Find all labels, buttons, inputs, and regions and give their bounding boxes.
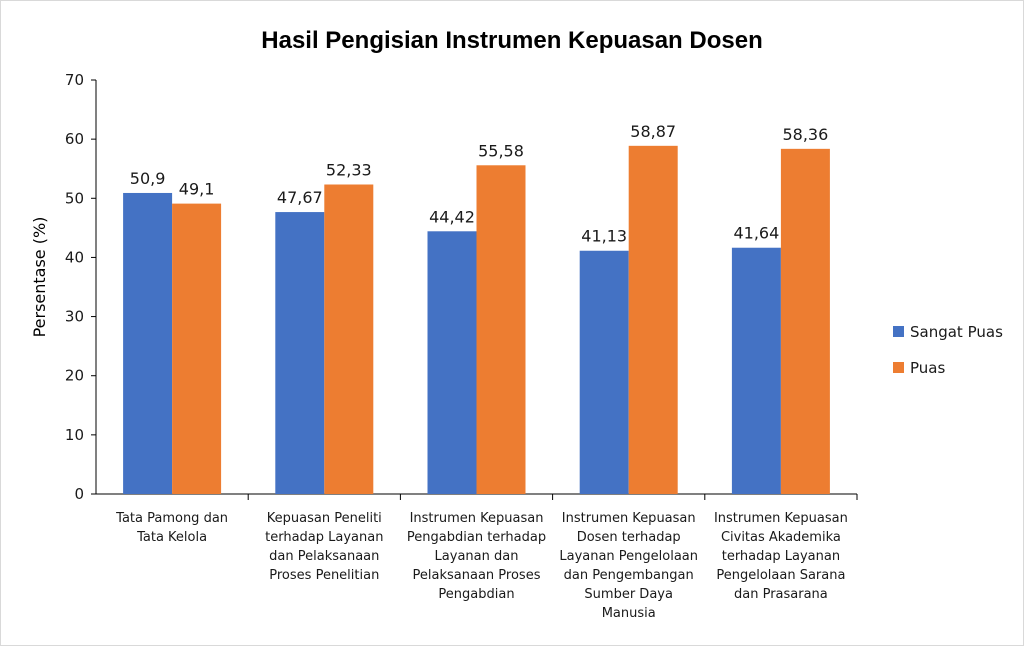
x-category-label-line: Pengabdian [438, 587, 514, 602]
bar-puas [476, 165, 526, 494]
x-category-label-line: Proses Penelitian [269, 568, 379, 583]
data-label: 41,64 [733, 224, 779, 243]
x-category-label-line: Pelaksanaan Proses [413, 568, 541, 583]
legend-swatch [893, 326, 904, 337]
x-category-label-line: Instrumen Kepuasan [562, 511, 696, 526]
x-category-label: Instrumen Kepuasan Pengabdian terhadap Lay… [407, 511, 546, 602]
x-category-label-line: Sumber Daya [584, 587, 673, 602]
y-tick-label: 70 [65, 71, 84, 89]
data-label: 44,42 [429, 207, 475, 226]
x-category-label-line: dan Pengembangan [564, 568, 694, 583]
bar-sangat-puas [579, 250, 629, 494]
legend-label: Puas [910, 359, 945, 377]
x-category-label: Kepuasan Peneliti terhadap Layanan dan Pel… [265, 511, 383, 583]
x-category-label-line: Layanan Pengelolaan [559, 549, 698, 564]
x-category-label-line: Pengelolaan Sarana [716, 568, 845, 583]
bar-sangat-puas [427, 231, 477, 495]
x-category-label-line: Tata Kelola [136, 530, 207, 545]
x-category-label-line: Manusia [602, 606, 656, 621]
y-tick-label: 60 [65, 130, 84, 148]
x-category-label-line: terhadap Layanan [265, 530, 383, 545]
data-label: 58,87 [630, 122, 676, 141]
x-category-label-line: Instrumen Kepuasan [714, 511, 848, 526]
y-axis-label: Persentase (%) [30, 217, 49, 338]
legend-label: Sangat Puas [910, 323, 1003, 341]
bar-sangat-puas [275, 212, 325, 495]
chart-title: Hasil Pengisian Instrumen Kepuasan Dosen [261, 27, 762, 54]
bar-sangat-puas [731, 247, 781, 494]
bar-puas [324, 184, 374, 494]
x-category-label-line: Dosen terhadap [577, 530, 681, 545]
y-tick-label: 20 [65, 367, 84, 385]
data-label: 52,33 [326, 161, 372, 180]
data-label: 50,9 [130, 169, 166, 188]
data-label: 47,67 [277, 188, 323, 207]
data-label: 55,58 [478, 141, 524, 160]
y-tick-label: 30 [65, 308, 84, 326]
x-category-label: Instrumen Kepuasan Civitas Akademika terha… [714, 511, 848, 602]
bar-puas [628, 145, 678, 495]
legend-swatch [893, 362, 904, 373]
x-category-label-line: Pengabdian terhadap [407, 530, 546, 545]
x-category-label-line: Kepuasan Peneliti [267, 511, 382, 526]
x-category-label: Instrumen Kepuasan Dosen terhadap Layanan … [559, 511, 698, 621]
bar-puas [780, 148, 830, 494]
x-category-label-line: dan Prasarana [734, 587, 828, 602]
x-category-label-line: terhadap Layanan [722, 549, 840, 564]
x-category-label-line: Instrumen Kepuasan [410, 511, 544, 526]
data-label: 49,1 [179, 180, 215, 199]
y-tick-label: 40 [65, 248, 84, 266]
bar-sangat-puas [123, 192, 173, 494]
x-category-label-line: Tata Pamong dan [115, 511, 228, 526]
legend: Sangat Puas Puas [893, 323, 1003, 377]
x-category-label: Tata Pamong dan Tata Kelola [115, 511, 228, 545]
y-tick-label: 0 [74, 485, 84, 503]
y-tick-label: 10 [65, 426, 84, 444]
data-label: 41,13 [581, 227, 627, 246]
bar-puas [172, 203, 222, 494]
x-category-label-line: Layanan dan [435, 549, 519, 564]
x-category-label-line: Civitas Akademika [721, 530, 841, 545]
data-label: 58,36 [782, 125, 828, 144]
y-tick-label: 50 [65, 189, 84, 207]
x-category-label-line: dan Pelaksanaan [269, 549, 379, 564]
